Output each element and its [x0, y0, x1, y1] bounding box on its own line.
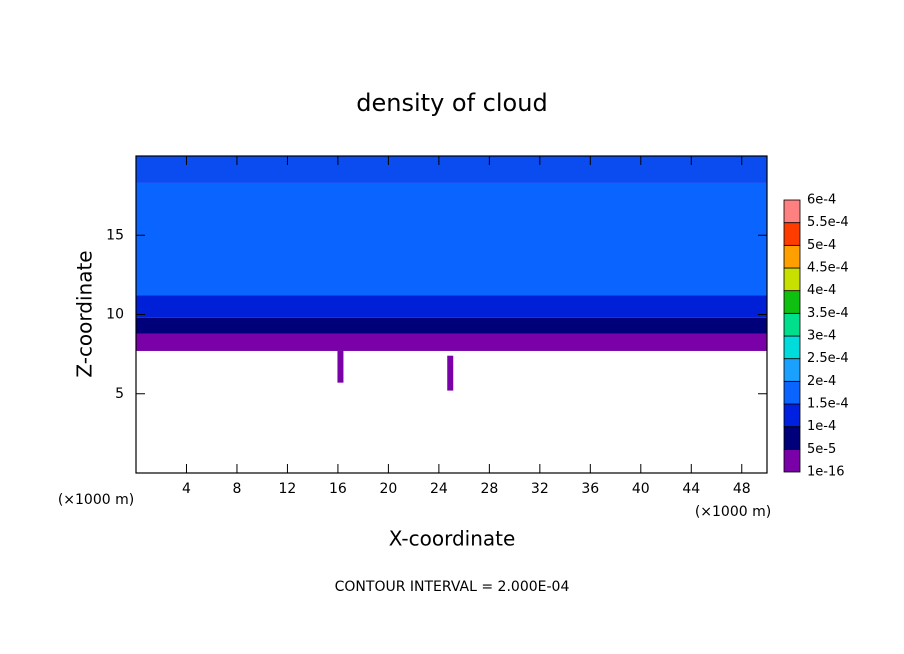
x-tick-label: 12 — [279, 481, 297, 497]
colorbar-box — [783, 244, 801, 269]
chart-title: density of cloud — [356, 89, 547, 117]
colorbar-label: 3e-4 — [807, 329, 836, 344]
y-tick-label: 10 — [106, 307, 124, 323]
x-tick-label: 40 — [632, 481, 650, 497]
x-tick-label: 36 — [581, 481, 599, 497]
colorbar-box — [783, 380, 801, 405]
colorbar-label: 4.5e-4 — [807, 261, 849, 276]
colorbar-label: 4e-4 — [807, 283, 836, 298]
x-axis-label: X-coordinate — [389, 527, 516, 551]
contour-band — [136, 333, 767, 351]
x-tick-label: 8 — [232, 481, 241, 497]
x-tick-label: 16 — [329, 481, 347, 497]
colorbar-box — [783, 426, 801, 450]
x-tick-label: 28 — [480, 481, 498, 497]
colorbar-box — [783, 403, 801, 428]
y-tick-label: 15 — [106, 227, 124, 243]
colorbar-label: 1e-16 — [807, 465, 845, 480]
contour-patch — [447, 355, 454, 391]
colorbar-label: 6e-4 — [807, 193, 836, 208]
x-tick-label: 44 — [682, 481, 700, 497]
colorbar-label: 1e-4 — [807, 419, 836, 434]
x-tick-label: 48 — [733, 481, 751, 497]
x-unit-label: (×1000 m) — [695, 504, 771, 520]
y-tick-label: 5 — [115, 386, 124, 402]
colorbar-box — [783, 290, 801, 314]
x-tick-label: 32 — [531, 481, 549, 497]
colorbar-box — [783, 335, 801, 360]
contour-band — [136, 295, 767, 318]
colorbar-label: 5e-5 — [807, 442, 836, 457]
y-axis-label: Z-coordinate — [73, 250, 97, 377]
contour-patch — [337, 350, 344, 383]
colorbar-label: 3.5e-4 — [807, 306, 849, 321]
colorbar-box — [783, 199, 801, 224]
colorbar-box — [783, 358, 801, 382]
x-tick-label: 4 — [182, 481, 191, 497]
footer-note: CONTOUR INTERVAL = 2.000E-04 — [335, 579, 570, 595]
colorbar-box — [783, 312, 801, 337]
colorbar-label: 2e-4 — [807, 374, 836, 389]
x-tick-label: 24 — [430, 481, 448, 497]
colorbar-box — [783, 448, 801, 473]
contour-band — [136, 317, 767, 334]
colorbar-box — [783, 267, 801, 292]
contour-band — [136, 182, 767, 296]
colorbar-label: 5.5e-4 — [807, 215, 849, 230]
x-tick-label: 20 — [379, 481, 397, 497]
colorbar-label: 1.5e-4 — [807, 397, 849, 412]
y-unit-label: (×1000 m) — [58, 492, 134, 508]
colorbar-label: 5e-4 — [807, 238, 836, 253]
colorbar-box — [783, 222, 801, 246]
colorbar-label: 2.5e-4 — [807, 351, 849, 366]
contour-band — [136, 156, 767, 183]
